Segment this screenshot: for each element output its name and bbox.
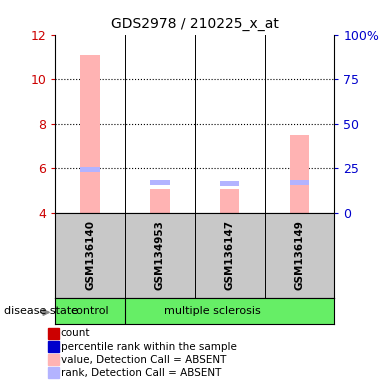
Bar <box>220 189 239 213</box>
Bar <box>80 55 100 213</box>
Text: value, Detection Call = ABSENT: value, Detection Call = ABSENT <box>61 354 226 364</box>
Bar <box>150 180 169 185</box>
Bar <box>220 181 239 186</box>
Text: rank, Detection Call = ABSENT: rank, Detection Call = ABSENT <box>61 368 221 378</box>
Text: control: control <box>71 306 109 316</box>
Title: GDS2978 / 210225_x_at: GDS2978 / 210225_x_at <box>111 17 279 31</box>
Text: GSM136147: GSM136147 <box>225 220 235 290</box>
Bar <box>150 189 169 213</box>
Text: multiple sclerosis: multiple sclerosis <box>164 306 261 316</box>
Bar <box>48 341 59 352</box>
Text: disease state: disease state <box>4 306 78 316</box>
Text: count: count <box>61 328 90 338</box>
Bar <box>48 367 59 378</box>
Text: GSM134953: GSM134953 <box>155 220 165 290</box>
Bar <box>48 328 59 339</box>
Bar <box>290 180 309 185</box>
Text: GSM136149: GSM136149 <box>294 220 304 290</box>
Bar <box>290 135 309 213</box>
Bar <box>80 167 100 172</box>
Bar <box>48 354 59 365</box>
Text: GSM136140: GSM136140 <box>85 220 95 290</box>
Text: percentile rank within the sample: percentile rank within the sample <box>61 341 236 351</box>
